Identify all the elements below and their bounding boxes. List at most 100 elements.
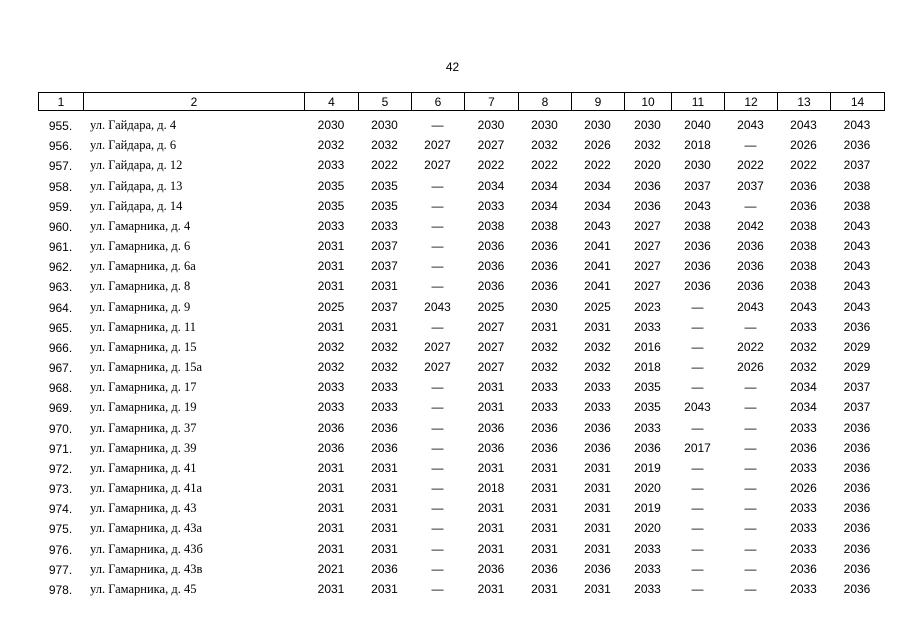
year-cell: 2043 xyxy=(843,259,871,274)
year-cell: 2031 xyxy=(584,521,611,536)
year-cell: 2020 xyxy=(634,481,661,496)
year-cell: 2031 xyxy=(317,521,345,536)
year-cell: — xyxy=(431,581,444,596)
year-cell: 2020 xyxy=(634,521,661,536)
year-cell: 2032 xyxy=(790,339,817,354)
year-cell: 2036 xyxy=(371,561,398,576)
year-cell: 2031 xyxy=(317,460,345,475)
year-cell: 2036 xyxy=(737,279,764,294)
year-cell: — xyxy=(431,481,444,496)
header-cell: 11 xyxy=(671,92,725,111)
year-cell: 2032 xyxy=(531,138,558,153)
year-cell: — xyxy=(431,239,444,254)
year-cell: 2031 xyxy=(317,481,345,496)
year-cell: 2036 xyxy=(843,319,871,334)
year-cell: 2043 xyxy=(684,198,711,213)
header-cell: 6 xyxy=(411,92,465,111)
year-cell: 2027 xyxy=(477,339,505,354)
year-cell: — xyxy=(691,521,704,536)
year-cell: — xyxy=(744,440,757,455)
year-cell: 2032 xyxy=(371,138,398,153)
year-cell: 2037 xyxy=(371,259,398,274)
year-cell: 2031 xyxy=(317,581,345,596)
year-cell: 2029 xyxy=(843,360,871,375)
year-cell: 2032 xyxy=(317,339,345,354)
row-number: 970. xyxy=(48,421,73,436)
year-cell: 2027 xyxy=(634,218,661,233)
year-cell: 2018 xyxy=(634,360,661,375)
row-number: 965. xyxy=(48,320,73,335)
row-number: 958. xyxy=(48,179,73,194)
year-cell: 2032 xyxy=(317,138,345,153)
year-cell: 2033 xyxy=(634,561,661,576)
year-cell: 2035 xyxy=(371,178,398,193)
page-number: 42 xyxy=(445,60,460,74)
year-cell: — xyxy=(691,380,704,395)
year-cell: 2029 xyxy=(843,339,871,354)
year-cell: 2022 xyxy=(371,158,398,173)
year-cell: — xyxy=(691,460,704,475)
address: ул. Гайдара, д. 4 xyxy=(90,118,177,132)
year-cell: — xyxy=(431,400,444,415)
year-cell: 2036 xyxy=(843,138,871,153)
year-cell: 2031 xyxy=(371,460,398,475)
year-cell: 2031 xyxy=(477,460,505,475)
year-cell: 2033 xyxy=(790,420,817,435)
year-cell: 2033 xyxy=(634,541,661,556)
year-cell: 2026 xyxy=(584,138,611,153)
year-cell: 2036 xyxy=(317,440,345,455)
year-cell: 2027 xyxy=(634,279,661,294)
year-cell: 2034 xyxy=(531,178,558,193)
year-cell: 2033 xyxy=(790,460,817,475)
address: ул. Гамарника, д. 15а xyxy=(90,360,202,375)
year-cell: 2031 xyxy=(584,460,611,475)
year-cell: 2041 xyxy=(584,279,611,294)
year-cell: 2026 xyxy=(790,481,817,496)
year-cell: 2033 xyxy=(790,541,817,556)
year-cell: — xyxy=(431,218,444,233)
year-cell: 2027 xyxy=(477,360,505,375)
year-cell: 2043 xyxy=(843,279,871,294)
year-cell: 2036 xyxy=(531,561,558,576)
year-cell: 2031 xyxy=(317,541,345,556)
year-cell: — xyxy=(744,501,757,516)
year-cell: 2022 xyxy=(531,158,558,173)
year-cell: 2031 xyxy=(531,460,558,475)
year-cell: 2027 xyxy=(477,138,505,153)
header-cell: 4 xyxy=(304,92,359,111)
year-cell: 2031 xyxy=(584,501,611,516)
year-cell: 2043 xyxy=(790,299,817,314)
year-cell: 2018 xyxy=(684,138,711,153)
row-number: 977. xyxy=(48,562,73,577)
year-cell: 2043 xyxy=(843,118,871,132)
year-cell: 2041 xyxy=(584,259,611,274)
year-cell: 2033 xyxy=(317,158,345,173)
year-cell: 2038 xyxy=(843,198,871,213)
address: ул. Гамарника, д. 8 xyxy=(90,279,191,294)
year-cell: 2038 xyxy=(684,218,711,233)
year-cell: 2043 xyxy=(843,218,871,233)
year-cell: 2027 xyxy=(634,259,661,274)
row-number: 972. xyxy=(48,461,73,476)
year-cell: 2022 xyxy=(737,339,764,354)
year-cell: 2036 xyxy=(843,581,871,596)
year-cell: 2038 xyxy=(843,178,871,193)
address: ул. Гамарника, д. 41а xyxy=(90,481,202,496)
year-cell: 2035 xyxy=(371,198,398,213)
year-cell: 2037 xyxy=(737,178,764,193)
year-cell: 2033 xyxy=(317,218,345,233)
year-cell: 2037 xyxy=(371,239,398,254)
year-cell: — xyxy=(431,521,444,536)
year-cell: 2033 xyxy=(790,521,817,536)
address: ул. Гамарника, д. 9 xyxy=(90,299,191,314)
row-number: 969. xyxy=(48,401,73,416)
year-cell: 2031 xyxy=(531,541,558,556)
year-cell: 2036 xyxy=(843,561,871,576)
year-cell: 2036 xyxy=(584,440,611,455)
address: ул. Гамарника, д. 41 xyxy=(90,460,197,475)
year-cell: 2036 xyxy=(531,239,558,254)
year-cell: 2021 xyxy=(317,561,345,576)
year-cell: 2036 xyxy=(371,420,398,435)
year-cell: 2040 xyxy=(684,118,711,132)
